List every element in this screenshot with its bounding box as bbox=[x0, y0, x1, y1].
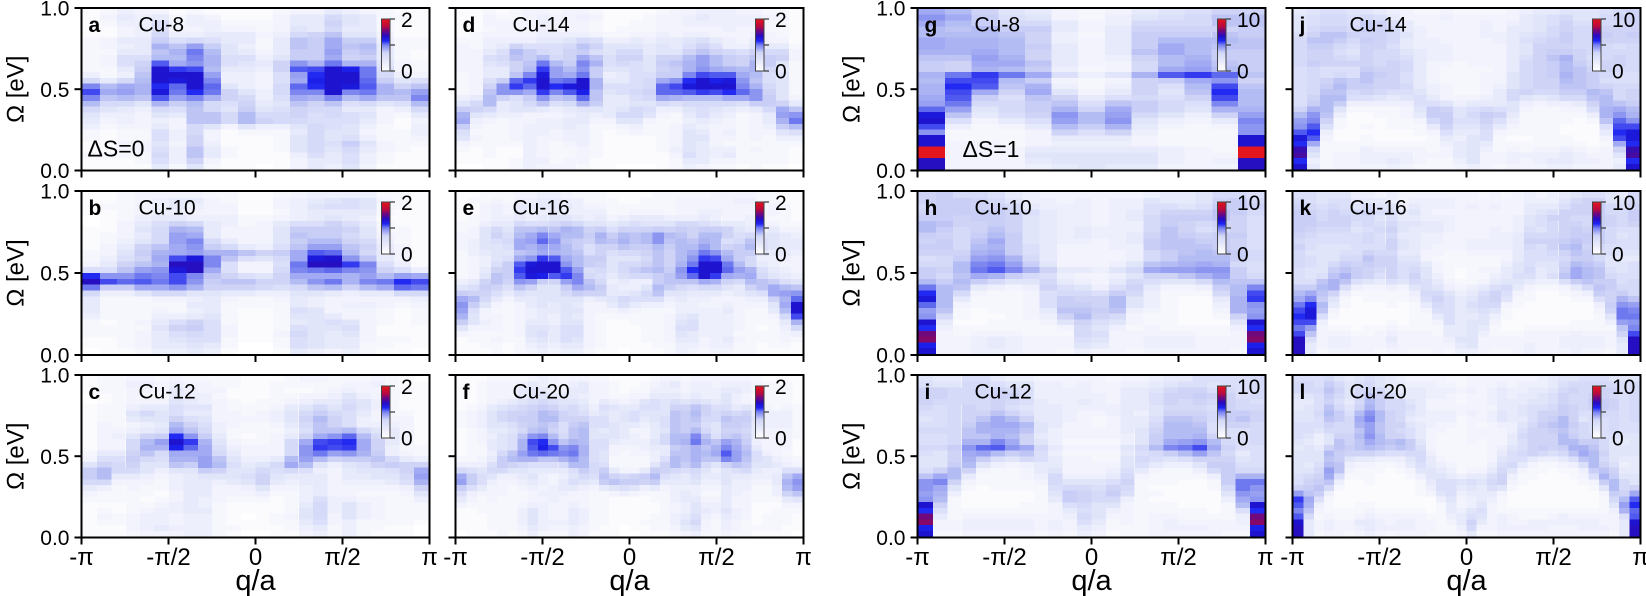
svg-text:-π/2: -π/2 bbox=[520, 544, 565, 571]
svg-text:1.0: 1.0 bbox=[40, 181, 69, 204]
svg-text:Cu-12: Cu-12 bbox=[139, 381, 196, 404]
svg-text:Cu-14: Cu-14 bbox=[513, 14, 571, 37]
svg-text:0.0: 0.0 bbox=[40, 527, 69, 550]
svg-text:q/a: q/a bbox=[609, 565, 650, 596]
svg-text:10: 10 bbox=[1612, 192, 1635, 215]
svg-text:1.0: 1.0 bbox=[876, 365, 905, 388]
svg-text:2: 2 bbox=[775, 192, 787, 215]
svg-text:ΔS=0: ΔS=0 bbox=[88, 136, 145, 162]
svg-text:Ω [eV]: Ω [eV] bbox=[3, 239, 30, 306]
svg-text:π: π bbox=[1632, 544, 1646, 571]
svg-text:b: b bbox=[89, 197, 102, 220]
svg-text:Cu-8: Cu-8 bbox=[975, 14, 1021, 37]
svg-text:1.0: 1.0 bbox=[40, 0, 69, 21]
svg-text:a: a bbox=[89, 14, 101, 37]
svg-text:Cu-20: Cu-20 bbox=[513, 381, 570, 404]
svg-text:1.0: 1.0 bbox=[876, 0, 905, 21]
svg-text:ΔS=1: ΔS=1 bbox=[963, 136, 1020, 162]
svg-text:π: π bbox=[795, 544, 812, 571]
svg-text:2: 2 bbox=[775, 376, 787, 399]
svg-text:d: d bbox=[463, 14, 476, 37]
svg-text:2: 2 bbox=[401, 192, 413, 215]
svg-text:2: 2 bbox=[775, 9, 787, 32]
svg-text:0: 0 bbox=[775, 428, 787, 451]
svg-text:π/2: π/2 bbox=[324, 544, 361, 571]
svg-text:0: 0 bbox=[1237, 61, 1249, 84]
svg-text:Ω [eV]: Ω [eV] bbox=[3, 56, 30, 123]
svg-text:Cu-14: Cu-14 bbox=[1350, 14, 1408, 37]
svg-text:10: 10 bbox=[1612, 9, 1635, 32]
svg-text:0.0: 0.0 bbox=[876, 527, 905, 550]
svg-text:0: 0 bbox=[1612, 61, 1624, 84]
svg-text:-π: -π bbox=[1280, 544, 1305, 571]
svg-text:Ω [eV]: Ω [eV] bbox=[839, 239, 866, 306]
svg-text:0.0: 0.0 bbox=[876, 345, 905, 368]
svg-text:0: 0 bbox=[401, 428, 413, 451]
svg-text:1.0: 1.0 bbox=[40, 365, 69, 388]
svg-text:c: c bbox=[89, 381, 101, 404]
svg-text:0: 0 bbox=[623, 544, 636, 571]
svg-text:-π: -π bbox=[69, 544, 94, 571]
svg-text:Cu-12: Cu-12 bbox=[975, 381, 1032, 404]
svg-text:h: h bbox=[925, 197, 938, 220]
svg-text:i: i bbox=[925, 381, 931, 404]
svg-text:0: 0 bbox=[1612, 244, 1624, 267]
svg-text:0: 0 bbox=[1237, 428, 1249, 451]
svg-text:0.5: 0.5 bbox=[40, 79, 69, 102]
svg-text:0.0: 0.0 bbox=[40, 345, 69, 368]
svg-text:10: 10 bbox=[1612, 376, 1635, 399]
svg-text:0: 0 bbox=[775, 244, 787, 267]
svg-text:Cu-16: Cu-16 bbox=[513, 197, 570, 220]
svg-text:0.0: 0.0 bbox=[40, 160, 69, 183]
svg-text:10: 10 bbox=[1237, 9, 1260, 32]
svg-text:q/a: q/a bbox=[1446, 565, 1487, 596]
svg-text:0: 0 bbox=[1237, 244, 1249, 267]
svg-text:q/a: q/a bbox=[235, 565, 276, 596]
svg-text:0.0: 0.0 bbox=[876, 160, 905, 183]
svg-text:0: 0 bbox=[1612, 428, 1624, 451]
svg-text:Cu-8: Cu-8 bbox=[139, 14, 185, 37]
svg-text:2: 2 bbox=[401, 9, 413, 32]
svg-text:k: k bbox=[1300, 197, 1312, 220]
svg-text:Ω [eV]: Ω [eV] bbox=[839, 56, 866, 123]
svg-text:Cu-20: Cu-20 bbox=[1350, 381, 1407, 404]
svg-text:0.5: 0.5 bbox=[40, 263, 69, 286]
svg-text:1.0: 1.0 bbox=[876, 181, 905, 204]
svg-text:-π/2: -π/2 bbox=[146, 544, 191, 571]
svg-text:g: g bbox=[925, 14, 938, 37]
svg-text:0.5: 0.5 bbox=[876, 79, 905, 102]
svg-text:π: π bbox=[421, 544, 438, 571]
svg-text:0: 0 bbox=[401, 61, 413, 84]
svg-text:10: 10 bbox=[1237, 376, 1260, 399]
svg-text:0.5: 0.5 bbox=[876, 446, 905, 469]
svg-text:2: 2 bbox=[401, 376, 413, 399]
svg-text:10: 10 bbox=[1237, 192, 1260, 215]
svg-text:e: e bbox=[463, 197, 475, 220]
svg-text:0.5: 0.5 bbox=[876, 263, 905, 286]
svg-text:Cu-10: Cu-10 bbox=[139, 197, 196, 220]
svg-text:0: 0 bbox=[249, 544, 262, 571]
svg-text:l: l bbox=[1300, 381, 1306, 404]
svg-text:π: π bbox=[1257, 544, 1274, 571]
svg-text:0: 0 bbox=[401, 244, 413, 267]
svg-text:Cu-16: Cu-16 bbox=[1350, 197, 1407, 220]
svg-text:-π/2: -π/2 bbox=[1357, 544, 1402, 571]
svg-text:-π/2: -π/2 bbox=[982, 544, 1027, 571]
svg-text:Cu-10: Cu-10 bbox=[975, 197, 1032, 220]
svg-text:q/a: q/a bbox=[1071, 565, 1112, 596]
svg-text:π/2: π/2 bbox=[1160, 544, 1197, 571]
svg-text:0: 0 bbox=[775, 61, 787, 84]
svg-text:π/2: π/2 bbox=[698, 544, 735, 571]
svg-text:-π: -π bbox=[905, 544, 930, 571]
svg-text:-π: -π bbox=[443, 544, 468, 571]
svg-text:Ω [eV]: Ω [eV] bbox=[839, 423, 866, 490]
svg-text:f: f bbox=[463, 381, 471, 404]
svg-text:π/2: π/2 bbox=[1535, 544, 1572, 571]
svg-text:0.5: 0.5 bbox=[40, 446, 69, 469]
svg-text:0: 0 bbox=[1085, 544, 1098, 571]
svg-text:j: j bbox=[1299, 14, 1306, 37]
svg-text:0: 0 bbox=[1460, 544, 1473, 571]
svg-text:Ω [eV]: Ω [eV] bbox=[3, 423, 30, 490]
